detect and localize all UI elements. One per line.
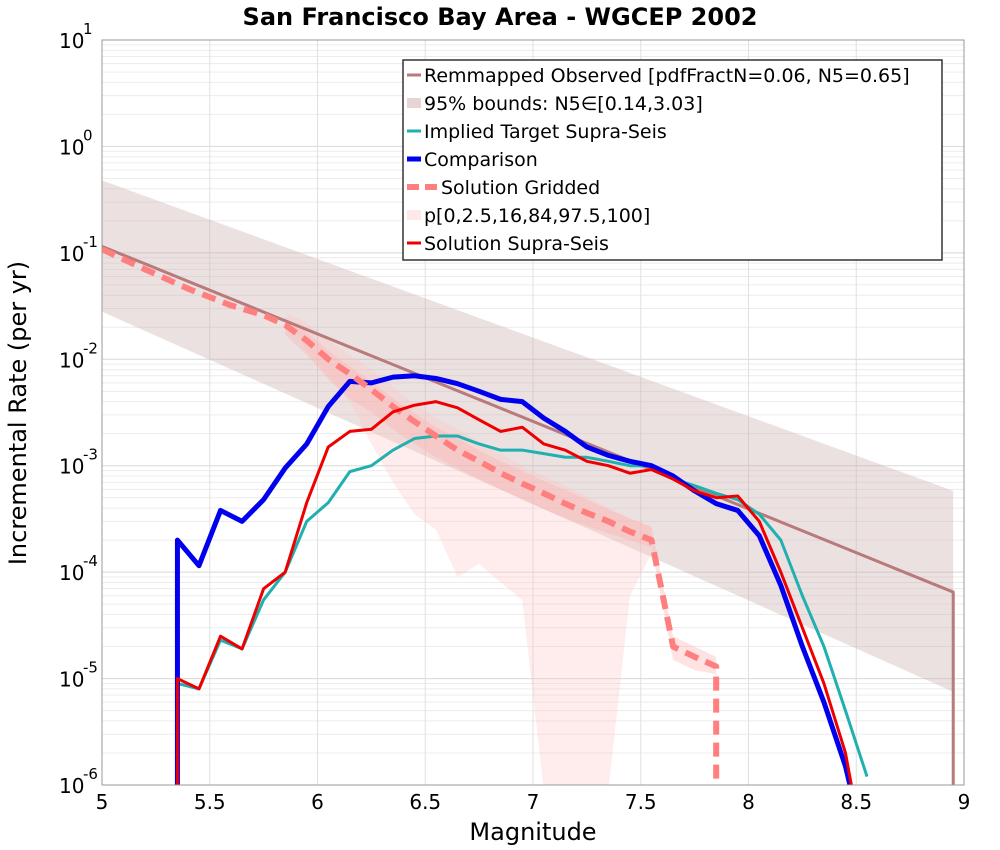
y-tick-label: 10 <box>59 29 84 53</box>
x-tick-label: 5.5 <box>194 790 226 814</box>
x-tick-label: 8.5 <box>840 790 872 814</box>
y-tick-exponent: -3 <box>83 446 98 464</box>
series-line <box>174 373 853 785</box>
x-tick-label: 9 <box>958 790 971 814</box>
y-tick-exponent: -1 <box>83 233 98 251</box>
y-tick-label: 10 <box>59 242 84 266</box>
legend-label: Implied Target Supra-Seis <box>424 121 667 143</box>
series-line <box>102 245 955 785</box>
y-tick-label: 10 <box>59 774 84 798</box>
legend-label: 95% bounds: N5∈[0.14,3.03] <box>424 93 703 115</box>
band-area <box>263 308 652 785</box>
legend-label: Remmapped Observed [pdfFractN=0.06, N5=0… <box>424 65 910 87</box>
series-line <box>102 246 720 785</box>
y-tick-exponent: 1 <box>83 20 93 38</box>
y-tick-label: 10 <box>59 455 84 479</box>
x-axis-label: Magnitude <box>469 818 596 846</box>
chart-title: San Francisco Bay Area - WGCEP 2002 <box>243 3 758 31</box>
y-tick-exponent: -4 <box>83 552 98 570</box>
y-tick-exponent: -5 <box>83 659 98 677</box>
x-tick-label: 5 <box>96 790 109 814</box>
y-tick-label: 10 <box>59 561 84 585</box>
legend-label: Solution Gridded <box>441 177 600 199</box>
series-lines <box>102 245 955 785</box>
y-tick-exponent: -6 <box>83 765 98 783</box>
y-axis-label: Incremental Rate (per yr) <box>4 261 32 565</box>
x-tick-label: 6 <box>311 790 324 814</box>
x-axis-ticks: 5 5.5 6 6.5 7 7.5 8 8.5 9 <box>96 790 971 814</box>
y-tick-exponent: -2 <box>83 339 98 357</box>
series-line <box>175 400 853 785</box>
x-tick-label: 6.5 <box>409 790 441 814</box>
band-area <box>102 180 954 692</box>
y-tick-label: 10 <box>59 348 84 372</box>
y-tick-exponent: 0 <box>83 126 93 144</box>
x-tick-label: 7 <box>527 790 540 814</box>
legend: Remmapped Observed [pdfFractN=0.06, N5=0… <box>402 59 943 261</box>
y-tick-label: 10 <box>59 668 84 692</box>
plot-frame <box>101 39 965 786</box>
legend-label: Solution Supra-Seis <box>424 233 609 255</box>
legend-box <box>402 59 943 261</box>
x-tick-label: 7.5 <box>625 790 657 814</box>
y-tick-label: 10 <box>59 135 84 159</box>
legend-label: Comparison <box>424 149 538 171</box>
x-tick-label: 8 <box>742 790 755 814</box>
legend-label: p[0,2.5,16,84,97.5,100] <box>424 205 650 227</box>
